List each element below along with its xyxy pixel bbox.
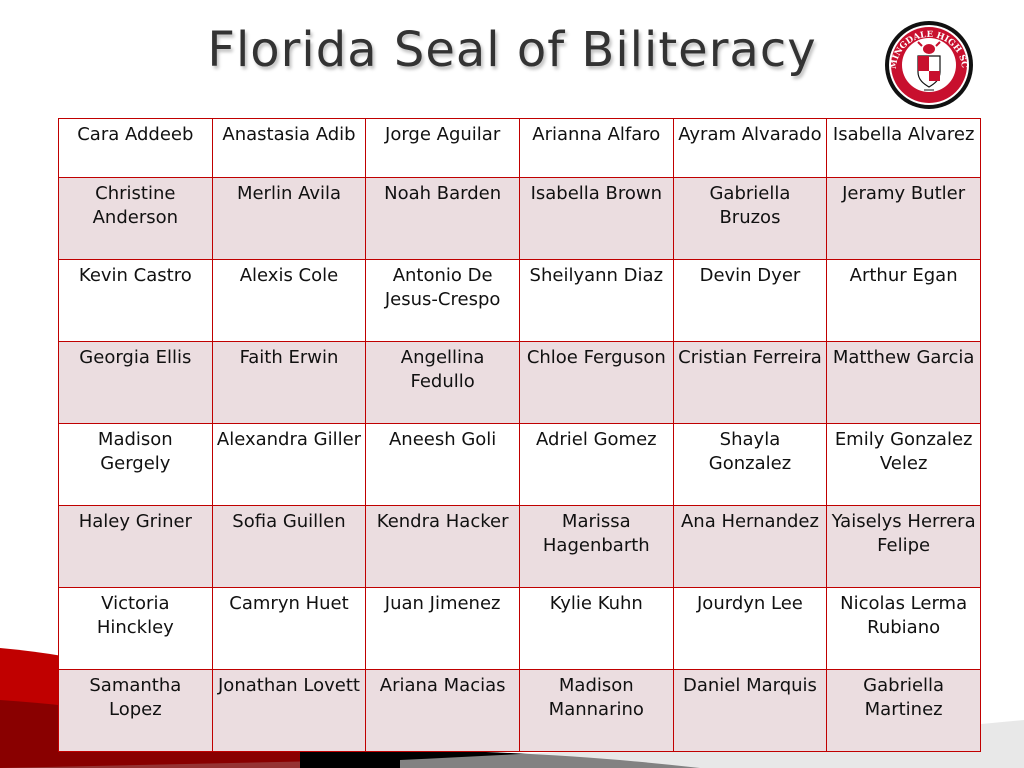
student-name-cell: Noah Barden — [365, 177, 520, 260]
student-name-cell: Emily Gonzalez Velez — [826, 423, 981, 506]
student-name-cell: Samantha Lopez — [58, 669, 213, 752]
table-row: Madison Gergely Alexandra Giller Aneesh Go… — [58, 423, 981, 506]
student-name-cell: Madison Mannarino — [518, 669, 674, 752]
student-name-cell: Aneesh Goli — [365, 423, 520, 506]
student-name-cell: Faith Erwin — [211, 341, 367, 424]
student-name-cell: Alexandra Giller — [211, 423, 367, 506]
student-name-cell: Sofia Guillen — [211, 505, 367, 588]
student-name-cell: Juan Jimenez — [365, 587, 520, 670]
table-row: Samantha Lopez Jonathan Lovett Ariana Maci… — [58, 669, 981, 752]
student-name-cell: Alexis Cole — [211, 259, 367, 342]
student-name-cell: Chloe Ferguson — [518, 341, 674, 424]
student-name-cell: Anastasia Adib — [211, 118, 367, 178]
student-name-cell: Cristian Ferreira — [672, 341, 828, 424]
student-name-cell: Angellina Fedullo — [365, 341, 520, 424]
student-name-cell: Ariana Macias — [365, 669, 520, 752]
student-name-cell: Cara Addeeb — [58, 118, 213, 178]
student-name-cell: Yaiselys Herrera Felipe — [826, 505, 981, 588]
table-row: Kevin Castro Alexis Cole Antonio De Jesus-… — [58, 259, 981, 342]
table-row: Haley Griner Sofia Guillen Kendra Hacker Ma… — [58, 505, 981, 588]
student-name-cell: Shayla Gonzalez — [672, 423, 828, 506]
student-name-cell: Isabella Brown — [518, 177, 674, 260]
student-name-cell: Ayram Alvarado — [672, 118, 828, 178]
student-name-cell: Jonathan Lovett — [211, 669, 367, 752]
table-row: Georgia Ellis Faith Erwin Angellina Fedull… — [58, 341, 981, 424]
table-row: Victoria Hinckley Camryn Huet Juan Jimenez… — [58, 587, 981, 670]
student-name-cell: Kevin Castro — [58, 259, 213, 342]
student-name-cell: Sheilyann Diaz — [518, 259, 674, 342]
student-name-cell: Jorge Aguilar — [365, 118, 520, 178]
student-name-cell: Camryn Huet — [211, 587, 367, 670]
student-name-cell: Arianna Alfaro — [518, 118, 674, 178]
student-name-cell: Victoria Hinckley — [58, 587, 213, 670]
student-name-cell: Gabriella Martinez — [826, 669, 981, 752]
student-name-cell: Merlin Avila — [211, 177, 367, 260]
student-name-cell: Devin Dyer — [672, 259, 828, 342]
student-name-cell: Antonio De Jesus-Crespo — [365, 259, 520, 342]
student-name-cell: Georgia Ellis — [58, 341, 213, 424]
table-row: Cara Addeeb Anastasia Adib Jorge Aguilar Ar… — [58, 118, 981, 178]
student-name-cell: Isabella Alvarez — [826, 118, 981, 178]
student-name-cell: Kendra Hacker — [365, 505, 520, 588]
student-name-cell: Matthew Garcia — [826, 341, 981, 424]
student-name-cell: Jourdyn Lee — [672, 587, 828, 670]
page-title: Florida Seal of Biliteracy — [207, 22, 817, 78]
student-name-cell: Jeramy Butler — [826, 177, 981, 260]
student-name-cell: Adriel Gomez — [518, 423, 674, 506]
student-name-cell: Nicolas Lerma Rubiano — [826, 587, 981, 670]
school-seal-logo: BLOOMINGDALE HIGH SCHOOL — [884, 20, 973, 109]
student-name-cell: Haley Griner — [58, 505, 213, 588]
table-row: Christine Anderson Merlin Avila Noah Barde… — [58, 177, 981, 260]
biliteracy-names-table: Cara Addeeb Anastasia Adib Jorge Aguilar Ar… — [58, 118, 981, 752]
student-name-cell: Kylie Kuhn — [518, 587, 674, 670]
student-name-cell: Arthur Egan — [826, 259, 981, 342]
student-name-cell: Gabriella Bruzos — [672, 177, 828, 260]
student-name-cell: Christine Anderson — [58, 177, 213, 260]
student-name-cell: Madison Gergely — [58, 423, 213, 506]
student-name-cell: Marissa Hagenbarth — [518, 505, 674, 588]
student-name-cell: Ana Hernandez — [672, 505, 828, 588]
student-name-cell: Daniel Marquis — [672, 669, 828, 752]
